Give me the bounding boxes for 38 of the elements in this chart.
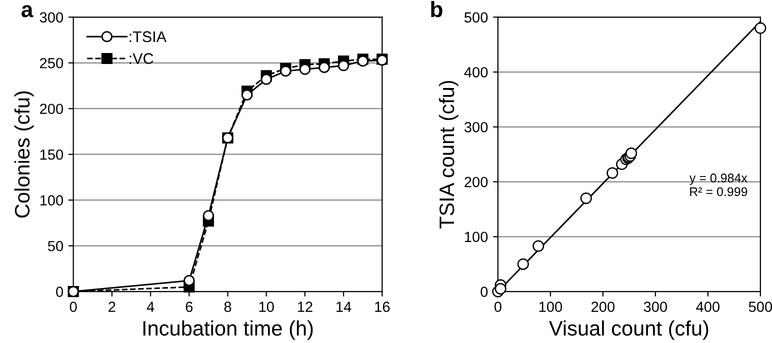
y-tick-label: 400 (464, 67, 488, 78)
legend-label: :VC (130, 53, 154, 64)
x-axis-title: Incubation time (h) (143, 320, 313, 340)
annotation: y = 0.984x (689, 174, 748, 185)
x-tick-label: 0 (70, 302, 77, 312)
y-tick-label: 300 (40, 12, 64, 23)
y-tick-label: 150 (40, 149, 64, 160)
y-axis-title: TSIA count (cfu) (438, 80, 458, 229)
x-tick-label: 0 (494, 302, 502, 312)
y-tick-label: 100 (465, 232, 488, 242)
x-tick-label: 6 (186, 302, 193, 312)
y-tick-label: 200 (40, 104, 64, 114)
y-tick-label: 50 (48, 240, 64, 252)
y-tick-label: 100 (40, 195, 64, 206)
x-tick-label: 2 (108, 302, 116, 312)
y-tick-label: 200 (464, 176, 488, 188)
x-tick-label: 14 (336, 302, 352, 312)
chart-title: b (431, 0, 442, 18)
x-tick-label: 4 (146, 302, 154, 312)
x-tick-label: 12 (298, 302, 312, 312)
x-tick-label: 400 (696, 302, 720, 312)
y-tick-label: 500 (464, 12, 488, 23)
y-axis-title: Colonies (cfu) (14, 91, 34, 218)
chart-title: a (21, 5, 34, 18)
y-tick-label: 300 (464, 122, 488, 132)
legend-label: :TSIA (130, 31, 167, 42)
x-tick-label: 100 (539, 302, 562, 312)
x-tick-label: 8 (224, 302, 232, 312)
x-tick-label: 300 (644, 302, 668, 312)
x-axis-title: Visual count (cfu) (548, 320, 708, 340)
x-tick-label: 10 (259, 302, 274, 312)
y-tick-label: 250 (40, 58, 64, 68)
x-tick-label: 16 (375, 302, 390, 312)
x-tick-label: 500 (748, 302, 772, 312)
annotation: R² = 0.999 (690, 187, 748, 196)
x-tick-label: 200 (592, 302, 615, 312)
y-tick-label: 0 (56, 286, 64, 297)
y-tick-label: 0 (480, 286, 488, 297)
